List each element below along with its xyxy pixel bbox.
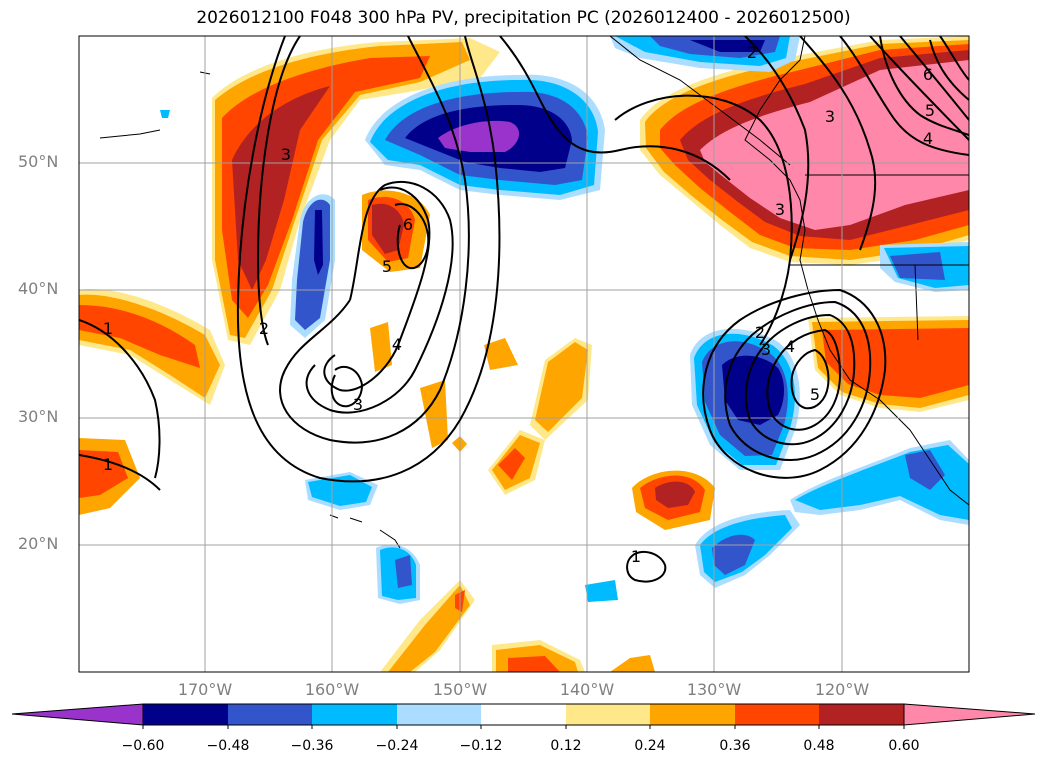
contour-label: 1 xyxy=(631,547,641,566)
lon-label-130w: 130°W xyxy=(686,680,742,699)
colorbar-bin xyxy=(819,704,904,725)
contour-label: 3 xyxy=(775,200,785,219)
contour-label: 3 xyxy=(353,395,363,414)
lon-label-170w: 170°W xyxy=(177,680,233,699)
contour-label: 5 xyxy=(382,257,392,276)
lat-label-30n: 30°N xyxy=(18,407,59,426)
contour-label: 4 xyxy=(785,337,795,356)
contour-label: 2 xyxy=(755,323,765,342)
coastlines xyxy=(99,36,969,549)
contour-label: 3 xyxy=(761,340,771,359)
lon-label-120w: 120°W xyxy=(814,680,870,699)
contour-label: 3 xyxy=(281,145,291,164)
colorbar-tick-label: 0.60 xyxy=(888,738,920,754)
lat-label-40n: 40°N xyxy=(18,279,59,298)
colorbar-tick-label: 0.48 xyxy=(803,738,835,754)
colorbar-bin xyxy=(735,704,819,725)
colorbar-tick-label: 0.24 xyxy=(634,738,666,754)
colorbar-bin xyxy=(397,704,481,725)
contour-label: 6 xyxy=(403,215,413,234)
contour-labels: 3 2 1 6 5 4 3 3 2 4 5 3 2 1 6 5 4 3 1 xyxy=(103,43,935,566)
map-plot-area: 3 2 1 6 5 4 3 3 2 4 5 3 2 1 6 5 4 3 1 xyxy=(79,36,969,672)
map-title: 2026012100 F048 300 hPa PV, precipitatio… xyxy=(196,8,851,28)
contour-label: 1 xyxy=(103,455,113,474)
shaded-negative-regions xyxy=(160,36,969,604)
contour-label: 5 xyxy=(810,385,820,404)
colorbar-outline xyxy=(142,703,905,726)
lon-label-160w: 160°W xyxy=(304,680,360,699)
contour-label: 2 xyxy=(259,319,269,338)
colorbar-tick-label: −0.12 xyxy=(459,738,503,754)
graticule xyxy=(79,36,969,672)
colorbar-tick-label: 0.36 xyxy=(719,738,751,754)
pv-contours xyxy=(79,36,969,583)
colorbar xyxy=(11,703,1036,729)
colorbar-left-extension xyxy=(11,703,144,726)
lon-label-150w: 150°W xyxy=(432,680,488,699)
colorbar-tick-label: −0.48 xyxy=(206,738,250,754)
colorbar-bin xyxy=(312,704,397,725)
contour-label: 5 xyxy=(925,101,935,120)
colorbar-tick-label: −0.60 xyxy=(121,738,165,754)
colorbar-tick-label: −0.24 xyxy=(375,738,419,754)
contour-label: 4 xyxy=(392,335,402,354)
contour-label: 2 xyxy=(747,43,757,62)
colorbar-bin xyxy=(566,704,650,725)
contour-label: 4 xyxy=(923,129,933,148)
map-frame xyxy=(78,35,970,673)
colorbar-bin xyxy=(228,704,312,725)
lat-label-20n: 20°N xyxy=(18,534,59,553)
colorbar-right-extension xyxy=(903,703,1036,726)
contour-label: 6 xyxy=(923,65,933,84)
colorbar-bin xyxy=(143,704,228,725)
colorbar-tick-label: −0.36 xyxy=(290,738,334,754)
colorbar-bin xyxy=(650,704,735,725)
colorbar-bin xyxy=(481,704,566,725)
colorbar-tick-label: 0.12 xyxy=(550,738,582,754)
contour-label: 1 xyxy=(103,319,113,338)
contour-label: 3 xyxy=(825,107,835,126)
lon-label-140w: 140°W xyxy=(559,680,615,699)
lat-label-50n: 50°N xyxy=(18,152,59,171)
